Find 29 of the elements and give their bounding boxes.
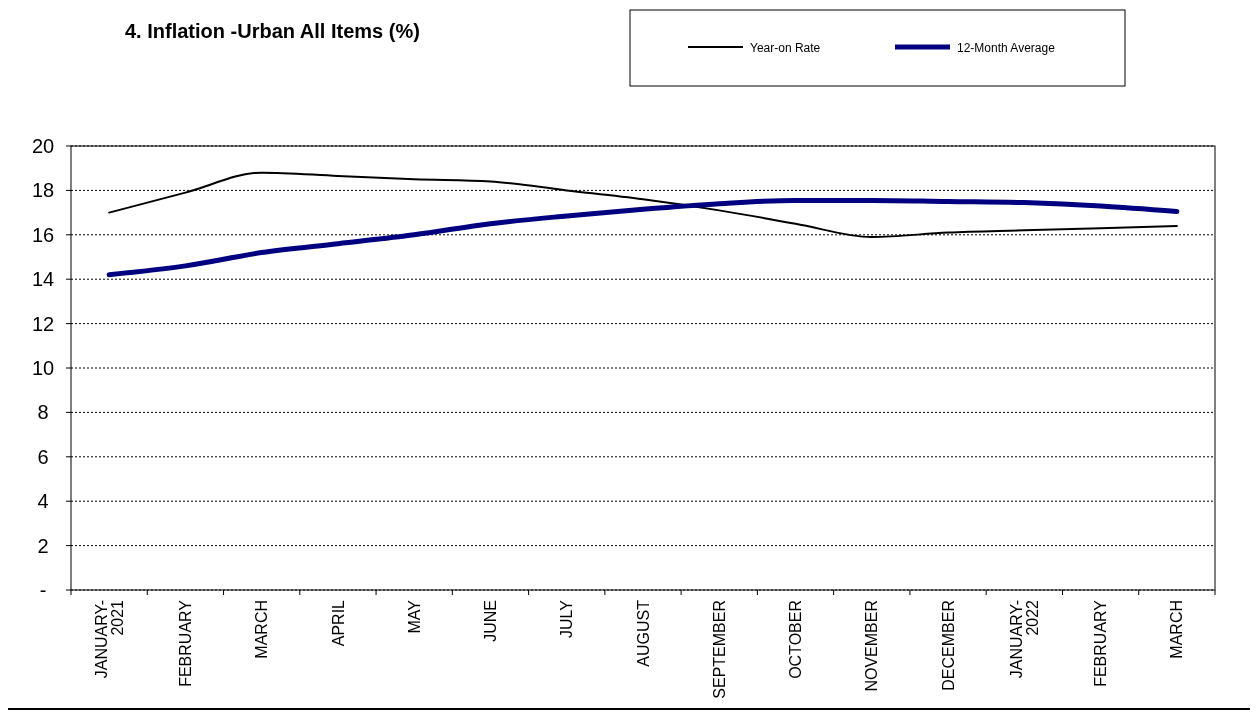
y-tick-label: 10: [31, 357, 55, 379]
y-tick-label: -: [39, 579, 47, 601]
x-tick-label: JANUARY-2021: [92, 599, 126, 679]
y-tick-label: 16: [31, 223, 55, 246]
x-tick-label: MARCH: [253, 600, 271, 659]
x-tick-label: FEBRUARY: [1092, 599, 1110, 687]
x-tick-label: SEPTEMBER: [710, 600, 728, 699]
y-tick-label: 6: [37, 445, 49, 468]
x-tick-label: APRIL: [329, 599, 347, 647]
chart-title: 4. Inflation -Urban All Items (%): [125, 20, 420, 42]
x-tick-label: MARCH: [1168, 600, 1186, 659]
y-tick-label: 2: [37, 534, 49, 557]
x-tick-label: AUGUST: [634, 599, 652, 667]
y-tick-label: 18: [31, 179, 55, 202]
legend-label: Year-on Rate: [750, 41, 821, 55]
y-tick-label: 20: [31, 135, 55, 157]
x-tick-label: OCTOBER: [787, 600, 805, 679]
y-tick-label: 14: [31, 268, 55, 291]
x-tick-label: NOVEMBER: [863, 600, 881, 692]
y-tick-label: 4: [37, 490, 49, 513]
y-tick-label: 12: [31, 312, 55, 335]
y-tick-label: 8: [37, 401, 49, 424]
x-tick-label: JANUARY-2022: [1007, 599, 1041, 679]
x-tick-label: MAY: [405, 599, 423, 634]
x-tick-label: JUNE: [482, 600, 500, 642]
legend-label: 12-Month Average: [957, 41, 1056, 55]
x-tick-label: DECEMBER: [939, 600, 957, 691]
x-tick-label: FEBRUARY: [177, 599, 194, 687]
x-tick-label: JULY: [558, 599, 576, 638]
